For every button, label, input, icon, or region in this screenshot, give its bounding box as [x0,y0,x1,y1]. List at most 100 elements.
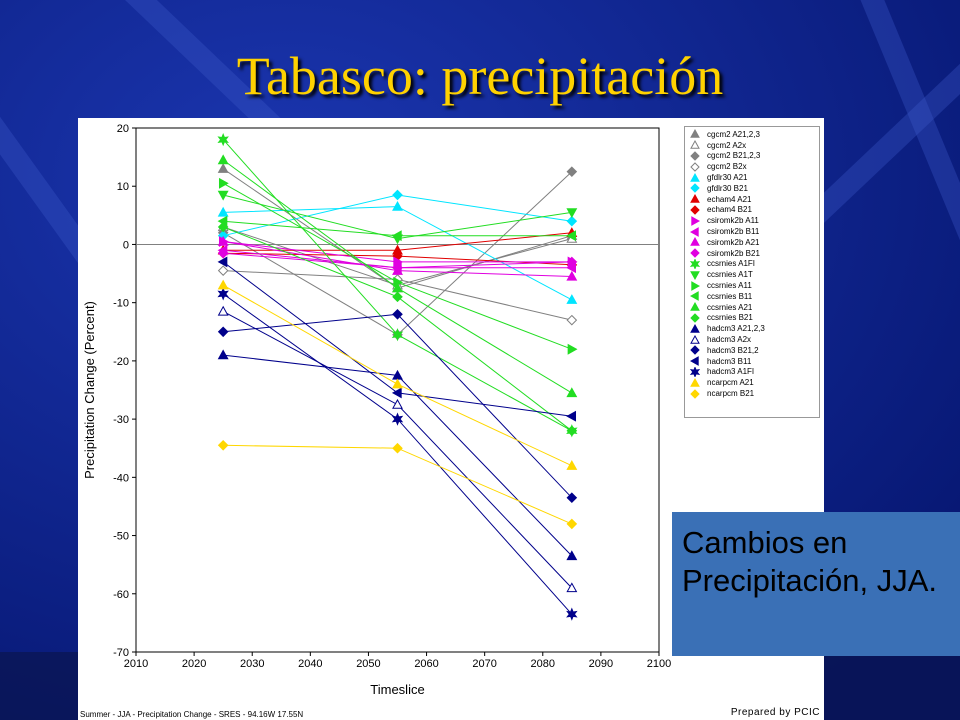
legend-marker-icon [690,194,700,203]
series-11 [217,247,578,274]
legend-label: cgcm2 A21,2,3 [707,129,760,139]
legend-item: ccsrnies A1FI [689,258,817,270]
legend-label: csiromk2b B21 [707,248,760,258]
legend-label: ccsrnies A1FI [707,259,756,269]
x-tick-label: 2070 [472,658,496,670]
data-point [566,518,578,530]
legend-label: ccsrnies B21 [707,313,753,323]
series-19 [217,305,578,593]
y-tick-label: 0 [123,239,129,251]
data-point [566,208,578,219]
x-axis-label: Timeslice [370,682,424,697]
series-5 [217,189,578,242]
data-point [567,343,578,355]
x-tick-label: 2050 [356,658,380,670]
legend-marker-icon [690,172,700,182]
x-tick-label: 2060 [414,658,438,670]
data-point [566,410,577,422]
legend-marker-icon [690,302,700,311]
slide-title: Tabasco: precipitación [236,46,724,106]
legend-item: cgcm2 B21,2,3 [689,151,817,162]
data-point [566,314,578,326]
legend-marker-icon [690,237,700,247]
legend-label: ccsrnies A1T [707,270,753,280]
x-tick-label: 2020 [182,658,206,670]
data-point [217,163,229,173]
legend-marker-icon [690,334,700,344]
legend-label: csiromk2b A21 [707,237,760,247]
data-point [566,425,578,437]
series-line [223,444,572,525]
y-tick-label: -10 [113,298,129,310]
legend-marker-icon [689,291,699,302]
legend-marker-icon [690,388,700,399]
legend-label: echam4 B21 [707,205,752,215]
legend-label: hadcm3 B11 [707,356,752,366]
data-point [391,328,404,342]
legend-label: gfdlr30 A21 [707,173,748,183]
x-tick-label: 2100 [647,658,671,670]
y-tick-label: -70 [113,647,129,659]
legend-item: csiromk2b A11 [689,215,817,226]
legend-label: cgcm2 A2x [707,140,747,150]
series-23 [217,279,578,470]
data-point [566,607,578,621]
data-point [217,287,229,301]
data-point [566,582,578,593]
legend-item: cgcm2 A21,2,3 [689,129,817,140]
legend-marker-icon [690,323,700,333]
data-point [217,265,229,276]
series-22 [217,287,578,621]
legend-marker-icon [690,129,700,139]
legend-item: gfdlr30 B21 [689,183,817,194]
data-point [392,398,403,409]
legend-item: hadcm3 A2x [689,334,817,345]
legend-label: echam4 A21 [707,194,752,204]
legend-item: csiromk2b B21 [689,248,817,259]
data-point [566,387,578,398]
data-point [392,309,403,320]
y-tick-label: -40 [113,472,129,484]
data-point [392,189,403,201]
y-tick-label: 10 [117,181,129,193]
legend-label: hadcm3 A21,2,3 [707,324,765,334]
data-point [218,177,229,189]
callout-box: Cambios en Precipitación, JJA. [672,512,960,656]
legend-item: hadcm3 B11 [689,356,817,367]
legend-marker-icon [690,377,700,387]
legend-item: hadcm3 B21,2 [689,345,817,356]
series-14 [218,177,578,355]
legend-item: hadcm3 A21,2,3 [689,323,817,334]
x-tick-label: 2040 [298,658,322,670]
x-tick-label: 2010 [124,658,148,670]
legend-item: cgcm2 A2x [689,140,817,151]
x-tick-label: 2030 [240,658,264,670]
data-point [217,440,229,451]
plot-frame [135,127,660,653]
legend-label: cgcm2 B21,2,3 [707,151,761,161]
data-point [566,270,578,281]
legend-label: csiromk2b B11 [707,227,760,237]
legend-marker-icon [690,345,700,356]
data-point [217,279,229,290]
data-point [391,230,402,242]
legend-marker-icon [690,140,700,149]
legend-marker-icon [689,258,701,269]
data-point [566,256,578,268]
legend-item: ccsrnies A11 [689,280,817,291]
legend-marker-icon [691,280,701,291]
legend-label: hadcm3 A2x [707,335,752,345]
precipitation-chart: 2010 2020 2030 2040 2050 2060 2070 2080 2090 2100… [82,123,671,697]
legend-label: cgcm2 B2x [707,162,747,172]
data-point [217,235,229,246]
legend-marker-icon [690,183,700,194]
legend-marker-icon [690,151,700,161]
legend-marker-icon [690,271,700,280]
legend-marker-icon [690,248,700,258]
data-point [217,247,229,259]
x-tick-label: 2080 [531,658,555,670]
series-line [222,293,573,615]
data-point [217,305,229,316]
legend-item: ncarpcm B21 [689,388,817,399]
data-point [566,492,578,504]
